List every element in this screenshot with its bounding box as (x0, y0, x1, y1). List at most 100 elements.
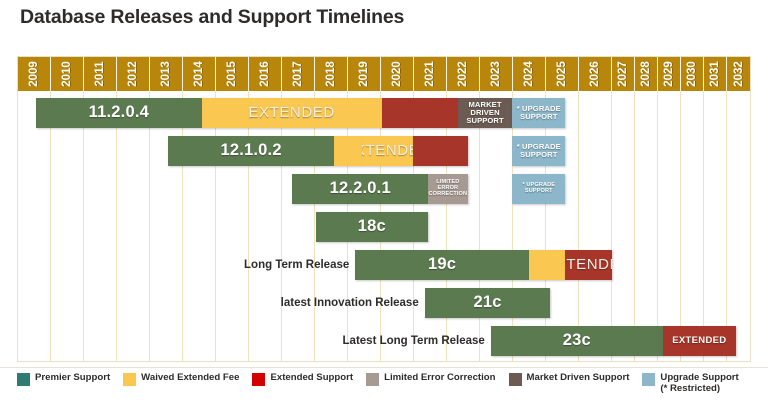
timeline-segment-waived: EXTENDED (201, 98, 382, 128)
year-label: 2012 (126, 61, 139, 87)
timeline-segment-waived (528, 250, 566, 280)
legend-swatch (252, 373, 266, 386)
year-header-cell: 2025 (545, 57, 579, 91)
year-label: 2023 (489, 61, 502, 87)
segment-label: 21c (473, 293, 502, 312)
year-label: 2032 (732, 61, 745, 87)
year-label: 2018 (324, 61, 337, 87)
segment-label: EXTENDED (565, 256, 611, 274)
year-label: 2020 (390, 61, 403, 87)
timeline-segment-limited: LIMITED ERROR CORRECTION (428, 174, 468, 204)
segment-label: EXTENDED (672, 335, 727, 347)
legend-divider (0, 367, 768, 368)
timeline-segment-market: MARKET DRIVEN SUPPORT (457, 98, 513, 128)
year-header-cell: 2014 (182, 57, 216, 91)
segment-label: * UPGRADE SUPPORT (516, 104, 561, 121)
year-header-cell: 2013 (149, 57, 183, 91)
segment-label: 18c (357, 217, 386, 236)
timeline-segment-upgrade: * UPGRADE SUPPORT (512, 98, 566, 128)
timeline-segment-premier: 19c (355, 250, 529, 280)
year-label: 2026 (588, 61, 601, 87)
year-label: 2015 (225, 61, 238, 87)
year-header-cell: 2028 (634, 57, 658, 91)
segment-label: * UPGRADE SUPPORT (522, 182, 556, 194)
year-label: 2009 (27, 61, 40, 87)
year-header-cell: 2018 (314, 57, 348, 91)
year-label: 2031 (709, 61, 721, 87)
year-header-cell: 2009 (18, 57, 51, 91)
year-label: 2025 (555, 61, 568, 87)
year-header-cell: 2032 (727, 57, 751, 91)
year-label: 2028 (639, 61, 652, 87)
year-header-cell: 2011 (83, 57, 117, 91)
segment-label: 12.2.0.1 (329, 179, 391, 198)
legend-label: Market Driven Support (526, 372, 630, 383)
legend-item: Limited Error Correction (366, 372, 496, 386)
year-header-cell: 2030 (680, 57, 704, 91)
legend-label: Upgrade Support (* Restricted) (660, 372, 739, 395)
segment-label: LIMITED ERROR CORRECTION (428, 179, 468, 197)
legend-swatch (366, 373, 380, 386)
chart-plot-area: 11.2.0.4 EXTENDED MARKET DRIVEN SUPPORT * U… (18, 91, 750, 361)
segment-label: 11.2.0.4 (88, 103, 149, 122)
row-label: latest Innovation Release (280, 297, 419, 309)
timeline-segment-premier: 18c (315, 212, 428, 242)
timeline-segment-premier: 21c (424, 288, 551, 318)
legend-swatch (642, 373, 656, 386)
chart-legend: Premier Support Waived Extended Fee Extend… (17, 372, 757, 402)
segment-label: EXTENDED (362, 142, 413, 160)
legend-swatch (123, 373, 137, 386)
year-header-cell: 2019 (347, 57, 381, 91)
year-label: 2011 (93, 61, 106, 87)
year-label: 2022 (456, 61, 469, 87)
timeline-row-23c: Latest Long Term Release 23c EXTENDED (18, 323, 750, 359)
year-header-cell: 2021 (413, 57, 447, 91)
year-header-cell: 2022 (446, 57, 480, 91)
year-header-cell: 2024 (512, 57, 546, 91)
year-label: 2019 (357, 61, 370, 87)
timeline-segment-waived2: EXTENDED (361, 136, 414, 166)
timeline-segment-premier: 23c (490, 326, 663, 356)
year-label: 2014 (192, 61, 205, 87)
timeline-row-11.2.0.4: 11.2.0.4 EXTENDED MARKET DRIVEN SUPPORT * U… (18, 95, 750, 131)
legend-item: Premier Support (17, 372, 110, 386)
legend-label: Extended Support (270, 372, 354, 383)
year-label: 2030 (685, 61, 698, 87)
segment-label: 23c (562, 331, 591, 350)
year-label: 2027 (616, 61, 629, 87)
year-label: 2017 (291, 61, 304, 87)
segment-label: 19c (427, 255, 457, 274)
timeline-row-12.2.0.1: 12.2.0.1 LIMITED ERROR CORRECTION * UPGRAD… (18, 171, 750, 207)
timeline-segment-premier: 11.2.0.4 (36, 98, 202, 128)
legend-label: Premier Support (35, 372, 111, 383)
timeline-segment-premier: 12.1.0.2 (168, 136, 334, 166)
segment-label: EXTENDED (248, 104, 335, 122)
timeline-chart: 2009 2010 2011 2012 2013 2014 2015 2016 2017 2018… (17, 56, 751, 362)
segment-label: * UPGRADE SUPPORT (516, 142, 561, 159)
timeline-segment-premier: 12.2.0.1 (292, 174, 428, 204)
timeline-segment-extended: EXTENDED (662, 326, 736, 356)
legend-item: Waived Extended Fee (123, 372, 239, 386)
year-header-cell: 2026 (578, 57, 612, 91)
year-header-cell: 2016 (248, 57, 282, 91)
year-header-cell: 2029 (657, 57, 681, 91)
year-label: 2029 (662, 61, 675, 87)
year-label: 2010 (60, 61, 73, 87)
year-axis-header: 2009 2010 2011 2012 2013 2014 2015 2016 2017 2018… (18, 57, 751, 91)
year-header-cell: 2012 (116, 57, 150, 91)
timeline-row-18c: 18c (18, 209, 750, 245)
year-header-cell: 2010 (50, 57, 84, 91)
row-label: Long Term Release (244, 259, 350, 271)
timeline-segment-upgrade: * UPGRADE SUPPORT (512, 174, 566, 204)
timeline-segment-extended: EXTENDED (565, 250, 612, 280)
page-title: Database Releases and Support Timelines (20, 6, 405, 28)
legend-label: Waived Extended Fee (141, 372, 240, 383)
timeline-row-19c: Long Term Release 19c EXTENDED (18, 247, 750, 283)
legend-item: Extended Support (252, 372, 353, 386)
row-label: Latest Long Term Release (342, 335, 485, 347)
timeline-segment-extended (381, 98, 458, 128)
year-label: 2016 (258, 61, 271, 87)
year-header-cell: 2020 (380, 57, 414, 91)
year-label: 2013 (159, 61, 172, 87)
year-header-cell: 2017 (281, 57, 315, 91)
